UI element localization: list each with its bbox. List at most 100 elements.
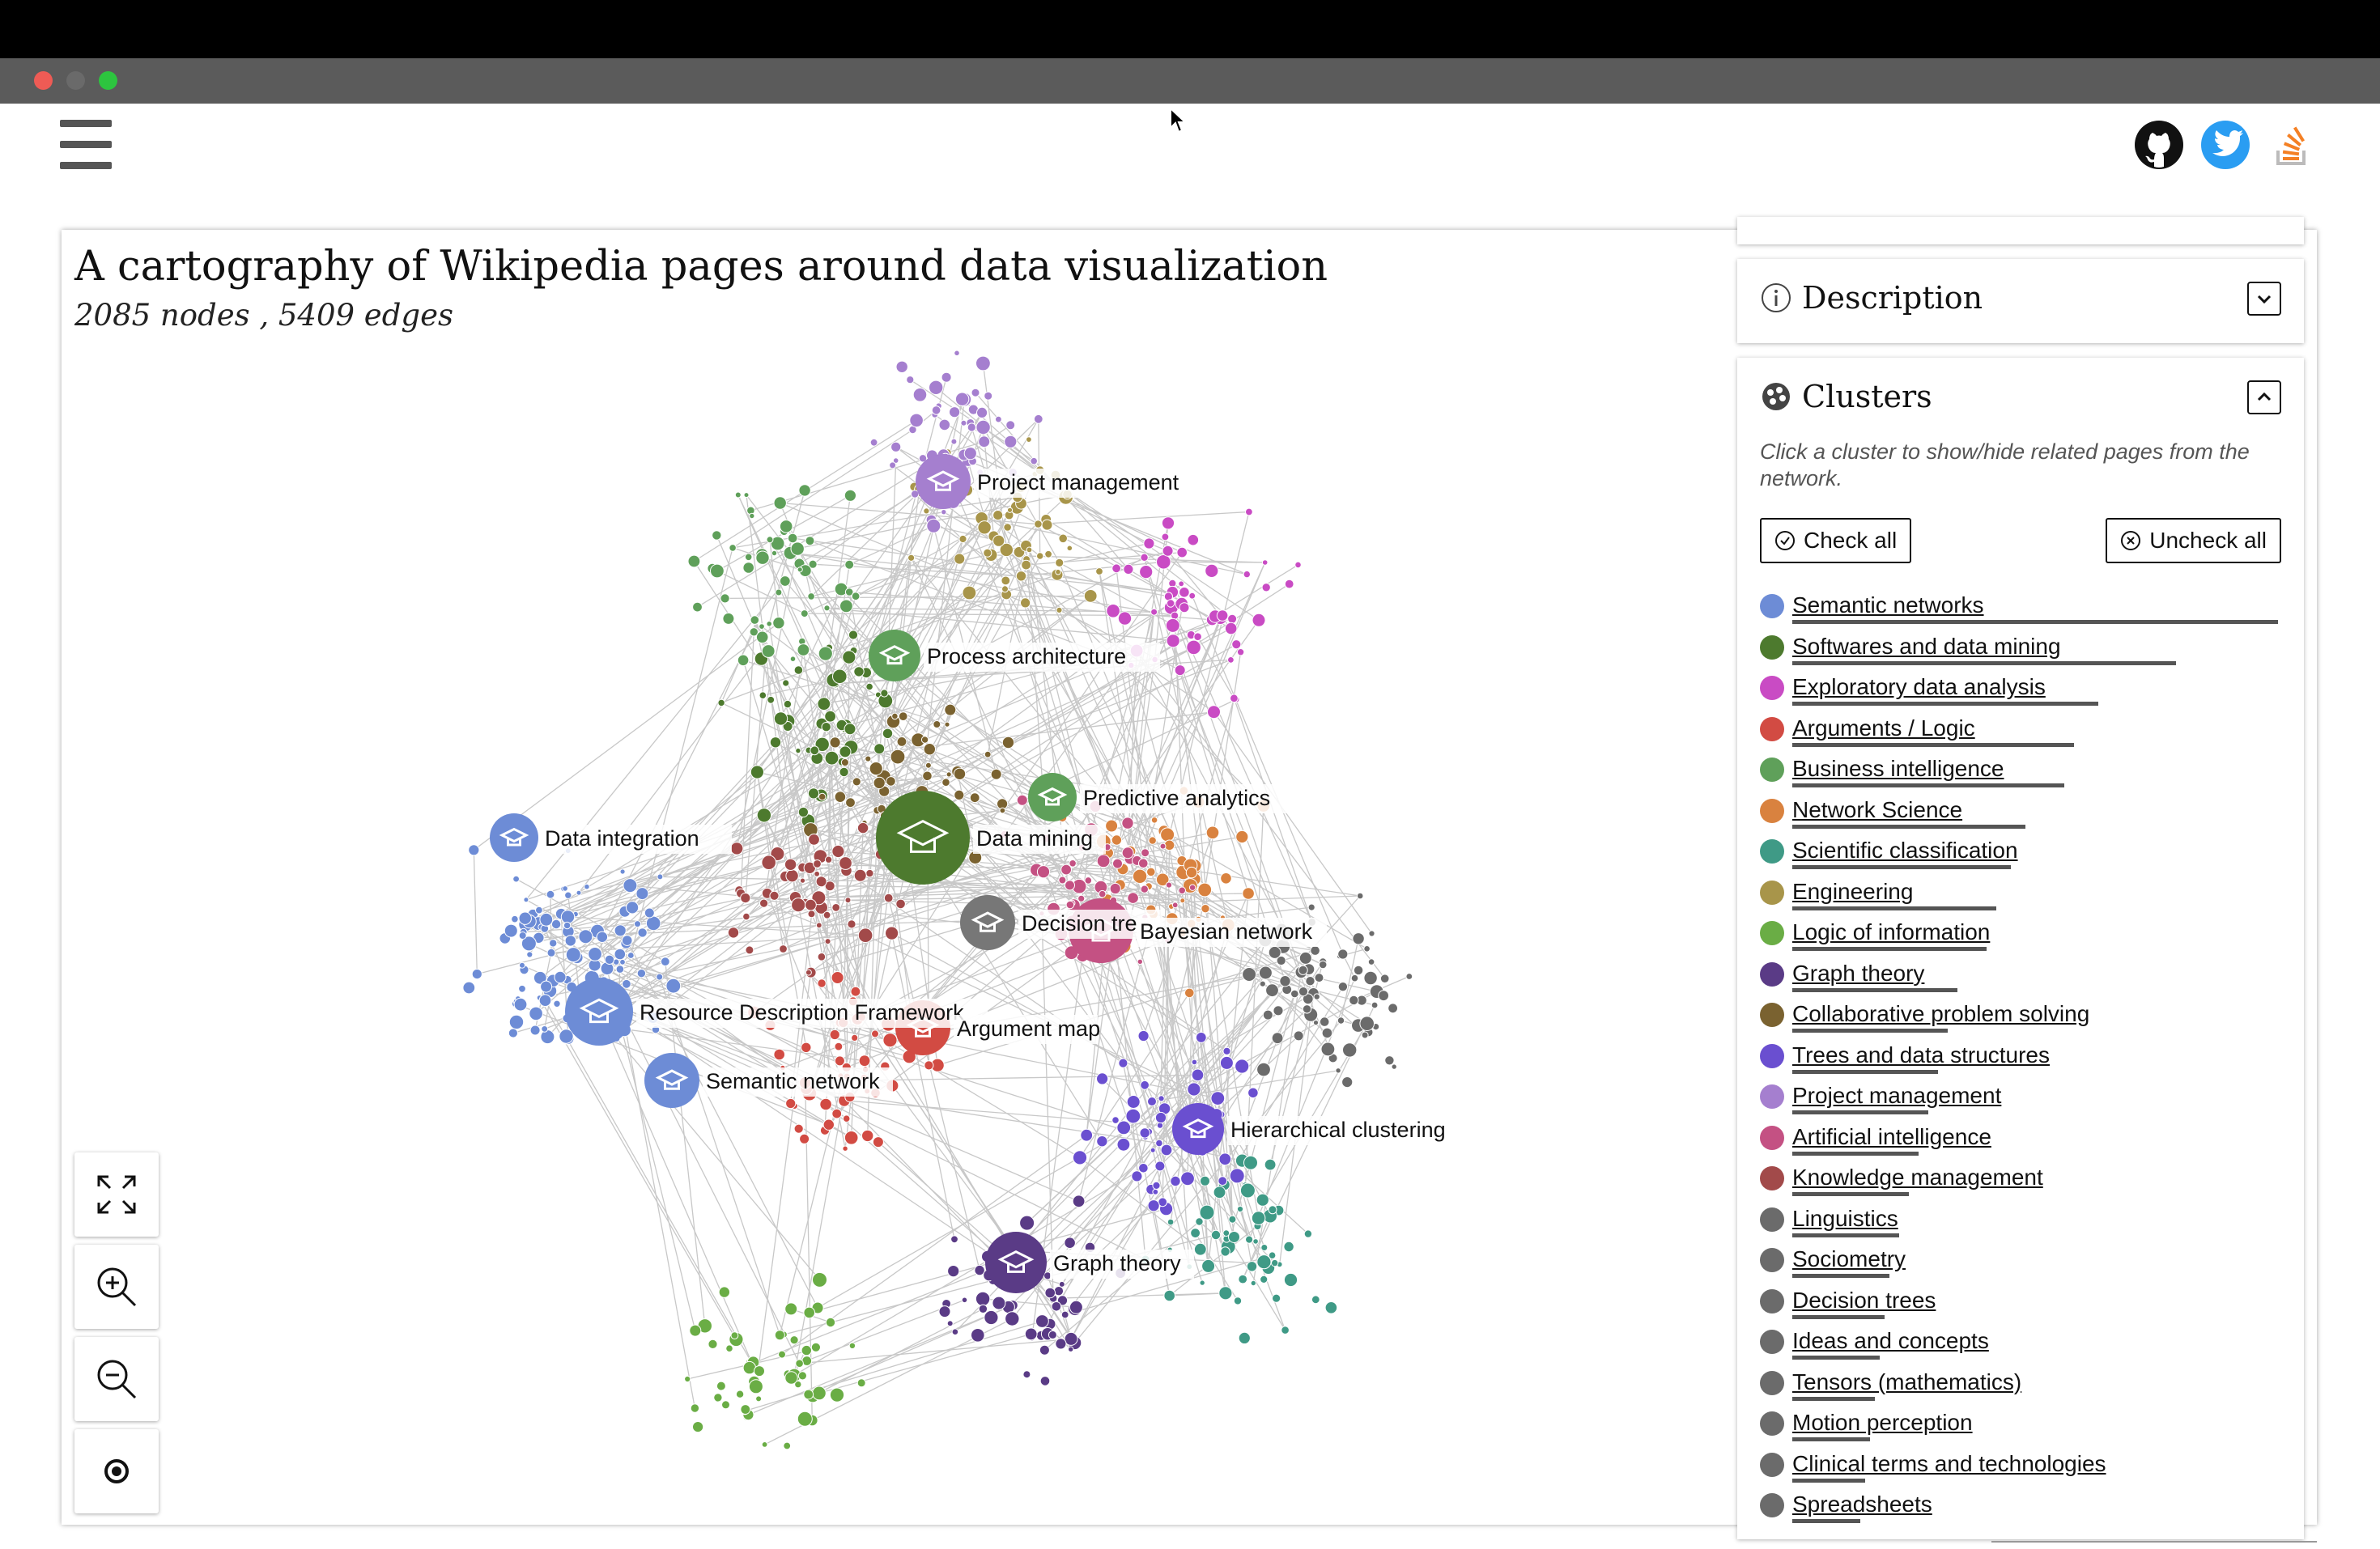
graph-node[interactable] [1285, 579, 1294, 588]
graph-node[interactable] [1061, 1311, 1069, 1318]
graph-node[interactable] [741, 893, 750, 903]
graph-node[interactable] [1162, 533, 1169, 541]
graph-node[interactable] [597, 932, 607, 942]
graph-node[interactable] [1081, 1129, 1093, 1141]
graph-node[interactable] [512, 915, 519, 923]
graph-node[interactable] [1045, 550, 1052, 558]
graph-node[interactable] [788, 533, 797, 543]
cluster-item[interactable]: Project management [1760, 1076, 2286, 1118]
graph-node[interactable] [1059, 534, 1068, 543]
graph-node[interactable] [1065, 881, 1075, 890]
graph-node[interactable] [646, 916, 661, 931]
graph-node[interactable] [759, 624, 765, 630]
graph-node[interactable] [809, 834, 820, 846]
graph-node[interactable] [514, 998, 527, 1011]
graph-node[interactable] [693, 602, 703, 612]
graph-node[interactable] [690, 1325, 701, 1336]
graph-node[interactable] [1196, 1218, 1203, 1225]
graph-node[interactable] [786, 1098, 796, 1108]
graph-node[interactable] [1084, 590, 1097, 603]
graph-node[interactable] [818, 793, 826, 800]
graph-node[interactable] [910, 414, 924, 427]
graph-node[interactable] [546, 890, 555, 898]
graph-node[interactable] [756, 1396, 762, 1402]
graph-node[interactable] [884, 893, 893, 902]
graph-node[interactable] [743, 562, 754, 574]
graph-node[interactable] [929, 380, 943, 394]
graph-node[interactable] [830, 1388, 844, 1402]
graph-node[interactable] [1353, 933, 1364, 944]
graph-node[interactable] [1020, 1216, 1035, 1230]
graph-node[interactable] [542, 1026, 548, 1033]
graph-node[interactable] [756, 631, 768, 643]
graph-node[interactable] [726, 1345, 733, 1352]
graph-node[interactable] [825, 711, 836, 722]
graph-node[interactable] [801, 610, 808, 617]
graph-node[interactable] [1261, 1245, 1268, 1251]
graph-node[interactable] [1111, 835, 1121, 845]
graph-node[interactable] [1139, 1164, 1149, 1173]
graph-node[interactable] [1037, 866, 1049, 878]
graph-node[interactable] [1042, 520, 1052, 530]
graph-node[interactable] [750, 766, 763, 779]
graph-node[interactable] [1280, 976, 1290, 987]
graph-node[interactable] [798, 807, 808, 817]
graph-node[interactable] [808, 593, 815, 601]
graph-node[interactable] [945, 722, 950, 727]
graph-node[interactable] [1269, 1206, 1277, 1214]
graph-node[interactable] [784, 700, 791, 707]
graph-hub-node[interactable] [916, 454, 971, 509]
graph-node[interactable] [796, 1360, 804, 1368]
graph-node[interactable] [561, 910, 574, 923]
graph-node[interactable] [892, 713, 899, 719]
graph-node[interactable] [832, 904, 840, 912]
graph-node[interactable] [784, 1442, 791, 1449]
graph-node[interactable] [797, 644, 810, 656]
graph-node[interactable] [873, 1137, 883, 1148]
graph-node[interactable] [780, 520, 793, 533]
graph-node[interactable] [540, 913, 553, 926]
graph-node[interactable] [770, 737, 780, 748]
graph-node[interactable] [1237, 1206, 1243, 1212]
graph-node[interactable] [1106, 820, 1118, 832]
graph-node[interactable] [754, 1366, 765, 1377]
graph-node-label[interactable]: Semantic network [706, 1069, 880, 1093]
graph-node[interactable] [1380, 974, 1389, 983]
graph-node[interactable] [1303, 1005, 1311, 1013]
graph-node[interactable] [1140, 1128, 1150, 1138]
graph-node[interactable] [971, 388, 980, 397]
graph-node-label[interactable]: Data integration [545, 826, 699, 851]
graph-node[interactable] [813, 1386, 827, 1400]
graph-node[interactable] [1223, 1047, 1230, 1055]
github-icon[interactable] [2134, 120, 2184, 170]
graph-node[interactable] [839, 857, 852, 870]
graph-node[interactable] [1239, 1275, 1247, 1284]
graph-node[interactable] [1056, 607, 1062, 613]
graph-node[interactable] [939, 419, 950, 431]
graph-node[interactable] [1039, 1345, 1049, 1355]
graph-node[interactable] [750, 513, 754, 518]
graph-node[interactable] [1257, 1255, 1271, 1269]
graph-node[interactable] [767, 537, 773, 543]
graph-node[interactable] [939, 1306, 950, 1318]
graph-node[interactable] [975, 1292, 989, 1305]
graph-node[interactable] [1167, 1219, 1174, 1225]
graph-node[interactable] [780, 576, 790, 587]
graph-node[interactable] [757, 808, 771, 822]
graph-node[interactable] [527, 952, 533, 957]
graph-node-label[interactable]: Argument map [957, 1016, 1100, 1041]
graph-node[interactable] [741, 1405, 750, 1415]
graph-node[interactable] [1240, 1183, 1255, 1198]
graph-node[interactable] [1337, 1017, 1344, 1024]
graph-node[interactable] [813, 1272, 827, 1287]
graph-node[interactable] [1177, 547, 1188, 558]
graph-node[interactable] [1117, 1121, 1131, 1135]
graph-node[interactable] [1354, 965, 1362, 974]
graph-node[interactable] [771, 550, 776, 555]
graph-node[interactable] [666, 978, 681, 993]
graph-node[interactable] [818, 979, 826, 987]
graph-node[interactable] [685, 1376, 691, 1381]
graph-hub-node[interactable] [490, 813, 538, 862]
graph-node[interactable] [1144, 538, 1154, 549]
graph-node[interactable] [1211, 1092, 1225, 1106]
